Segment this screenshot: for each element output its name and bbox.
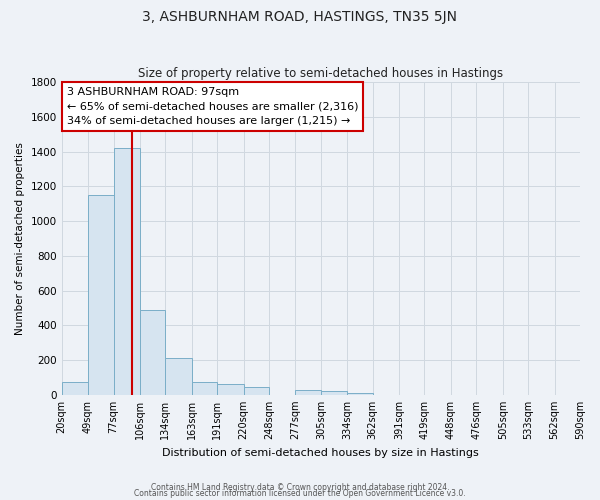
Bar xyxy=(88,195,113,395)
Bar xyxy=(113,148,140,395)
Y-axis label: Number of semi-detached properties: Number of semi-detached properties xyxy=(15,142,25,335)
Bar xyxy=(192,382,217,395)
Bar xyxy=(295,390,321,395)
Bar xyxy=(217,384,244,395)
Bar xyxy=(140,310,166,395)
Text: Contains public sector information licensed under the Open Government Licence v3: Contains public sector information licen… xyxy=(134,490,466,498)
Title: Size of property relative to semi-detached houses in Hastings: Size of property relative to semi-detach… xyxy=(138,66,503,80)
Text: 3 ASHBURNHAM ROAD: 97sqm
← 65% of semi-detached houses are smaller (2,316)
34% o: 3 ASHBURNHAM ROAD: 97sqm ← 65% of semi-d… xyxy=(67,86,358,126)
Bar xyxy=(321,392,347,395)
Bar xyxy=(62,382,88,395)
Bar xyxy=(244,387,269,395)
Text: 3, ASHBURNHAM ROAD, HASTINGS, TN35 5JN: 3, ASHBURNHAM ROAD, HASTINGS, TN35 5JN xyxy=(143,10,458,24)
Bar xyxy=(347,393,373,395)
X-axis label: Distribution of semi-detached houses by size in Hastings: Distribution of semi-detached houses by … xyxy=(163,448,479,458)
Text: Contains HM Land Registry data © Crown copyright and database right 2024.: Contains HM Land Registry data © Crown c… xyxy=(151,484,449,492)
Bar xyxy=(166,358,192,395)
